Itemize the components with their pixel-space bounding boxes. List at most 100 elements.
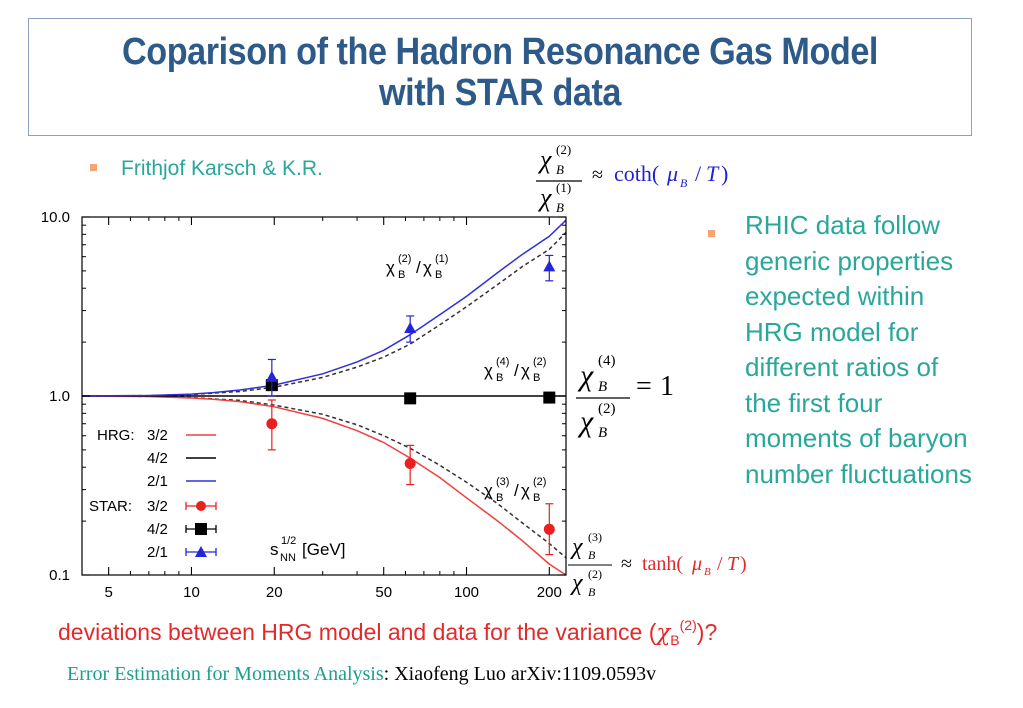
one-den-sub: B [598,425,607,441]
legend-star-label: STAR: [89,498,132,515]
rb-line: the first four [745,387,883,418]
ratio-one-formula: χ (4) B χ (2) B = 1 [576,353,674,441]
x-tick-label: 10 [183,584,200,600]
star-point-21 [265,358,278,397]
ratio-chart: 5 10 20 50 100 200 0.1 1.0 10.0 χ B (2) / χ B (1… [41,209,567,600]
cl42-sup-a: (4) [496,356,509,368]
cl32-slash: / [514,481,519,500]
question-chi: χ [656,620,671,646]
chart-curves [82,219,566,575]
x-tick-label: 20 [266,584,283,600]
legend-marker-32 [185,501,217,511]
question-mark: ? [704,619,718,645]
star-point-42 [543,391,556,404]
right-bullet-block: RHIC data follow generic properties expe… [708,208,1023,492]
hrg-curve-32 [82,395,566,575]
one-den-sup: (2) [598,401,616,417]
x-tick-label: 50 [375,584,392,600]
star-point-42 [404,392,417,405]
coth-slash: / [695,161,702,186]
tanh-slash: / [717,553,723,575]
curve-label-32: χ B (3) / χ B (2) [484,476,546,504]
coth-formula: χ (2) B χ (1) B ≈ coth( μ B / T ) [536,142,728,215]
coth-den-sup: (1) [556,180,571,195]
tanh-den-sup: (2) [588,567,602,581]
one-eq: = [636,371,652,402]
bullet-square-icon [708,230,715,237]
coth-mu: μ [666,161,678,186]
coth-num-sub: B [556,162,564,177]
one-num-sup: (4) [598,353,616,369]
rb-line: different ratios of [745,352,939,382]
chart-ticks: 5 10 20 50 100 200 0.1 1.0 10.0 [41,209,566,600]
author-text: Frithjof Karsch & K.R. [121,157,323,180]
x-axis-label: s 1/2 NN [GeV] [270,535,345,564]
legend-hrg-42: 4/2 [147,450,168,467]
star-point-32 [543,503,555,556]
chart-legend: HRG: STAR: 3/2 4/2 2/1 3/2 4/2 2/1 [89,427,217,561]
tanh-num-chi: χ [570,534,584,560]
cl32-sub-a: B [496,492,503,504]
cl42-chi-b: χ [521,361,530,380]
question-paren-open: ( [648,619,657,645]
hrg-curve-21 [82,219,566,397]
cl32-chi-b: χ [521,481,530,500]
coth-num-sup: (2) [556,142,571,157]
tanh-den-chi: χ [570,570,584,596]
one-den-chi: χ [577,405,594,438]
rb-line: HRG model for [745,316,919,347]
question-chi-sub: B [670,632,680,648]
slide-title-line-1: Coparison of the Hadron Resonance Gas Mo… [122,31,878,73]
cl21-slash: / [416,258,421,277]
legend-star-42: 4/2 [147,521,168,538]
cl21-chi-b: χ [423,258,432,277]
citation-colon: : [383,663,395,685]
x-tick-label: 100 [454,584,479,600]
chart-points [265,254,556,556]
cl42-sup-b: (2) [533,356,546,368]
cl32-sup-b: (2) [533,476,546,488]
question-paren-close: ) [696,619,705,645]
tanh-close: ) [740,553,747,575]
cl21-sub-a: B [398,269,405,281]
cl21-sup-b: (1) [435,253,448,265]
title-box: Coparison of the Hadron Resonance Gas Mo… [28,18,972,136]
legend-marker-42 [185,523,217,535]
coth-den-chi: χ [537,183,552,212]
legend-hrg-label: HRG: [97,427,135,444]
question-text: deviations between HRG model and data fo… [58,619,643,645]
bullet-square-icon [90,163,97,171]
variance-question: deviations between HRG model and data fo… [58,617,717,648]
cl21-sup-a: (2) [398,253,411,265]
coth-num-chi: χ [537,145,552,174]
y-tick-label: 10.0 [41,209,70,226]
coth-den-sub: B [556,200,564,215]
y-tick-label: 1.0 [49,388,70,405]
coth-approx: ≈ [592,164,603,186]
tanh-approx: ≈ [621,553,632,575]
coth-mu-sub: B [680,176,688,190]
curve-label-21: χ B (2) / χ B (1) [386,253,448,281]
star-point-32 [266,399,278,451]
x-tick-label: 5 [104,584,112,600]
one-num-chi: χ [577,359,594,392]
cl42-slash: / [514,361,519,380]
legend-marker-21 [185,546,217,557]
star-point-21 [543,254,556,282]
star-point-21 [404,315,417,343]
legend-hrg-21: 2/1 [147,473,168,490]
xlabel-unit: [GeV] [302,540,345,559]
tanh-num-sub: B [588,548,596,562]
cl42-chi: χ [484,361,493,380]
dashed-curve-21 [82,231,566,397]
citation-text: Xiaofeng Luo arXiv:1109.0593v [394,663,657,685]
legend-star-21: 2/1 [147,544,168,561]
rb-line: number fluctuations [745,458,972,489]
rb-line: RHIC data follow [745,210,941,240]
slide-title-line-2: with STAR data [379,72,621,114]
cl21-chi: χ [386,258,395,277]
one-val: 1 [660,371,674,402]
cl32-sup-a: (3) [496,476,509,488]
cl32-sub-b: B [533,492,540,504]
tanh-mu: μ [691,553,702,575]
